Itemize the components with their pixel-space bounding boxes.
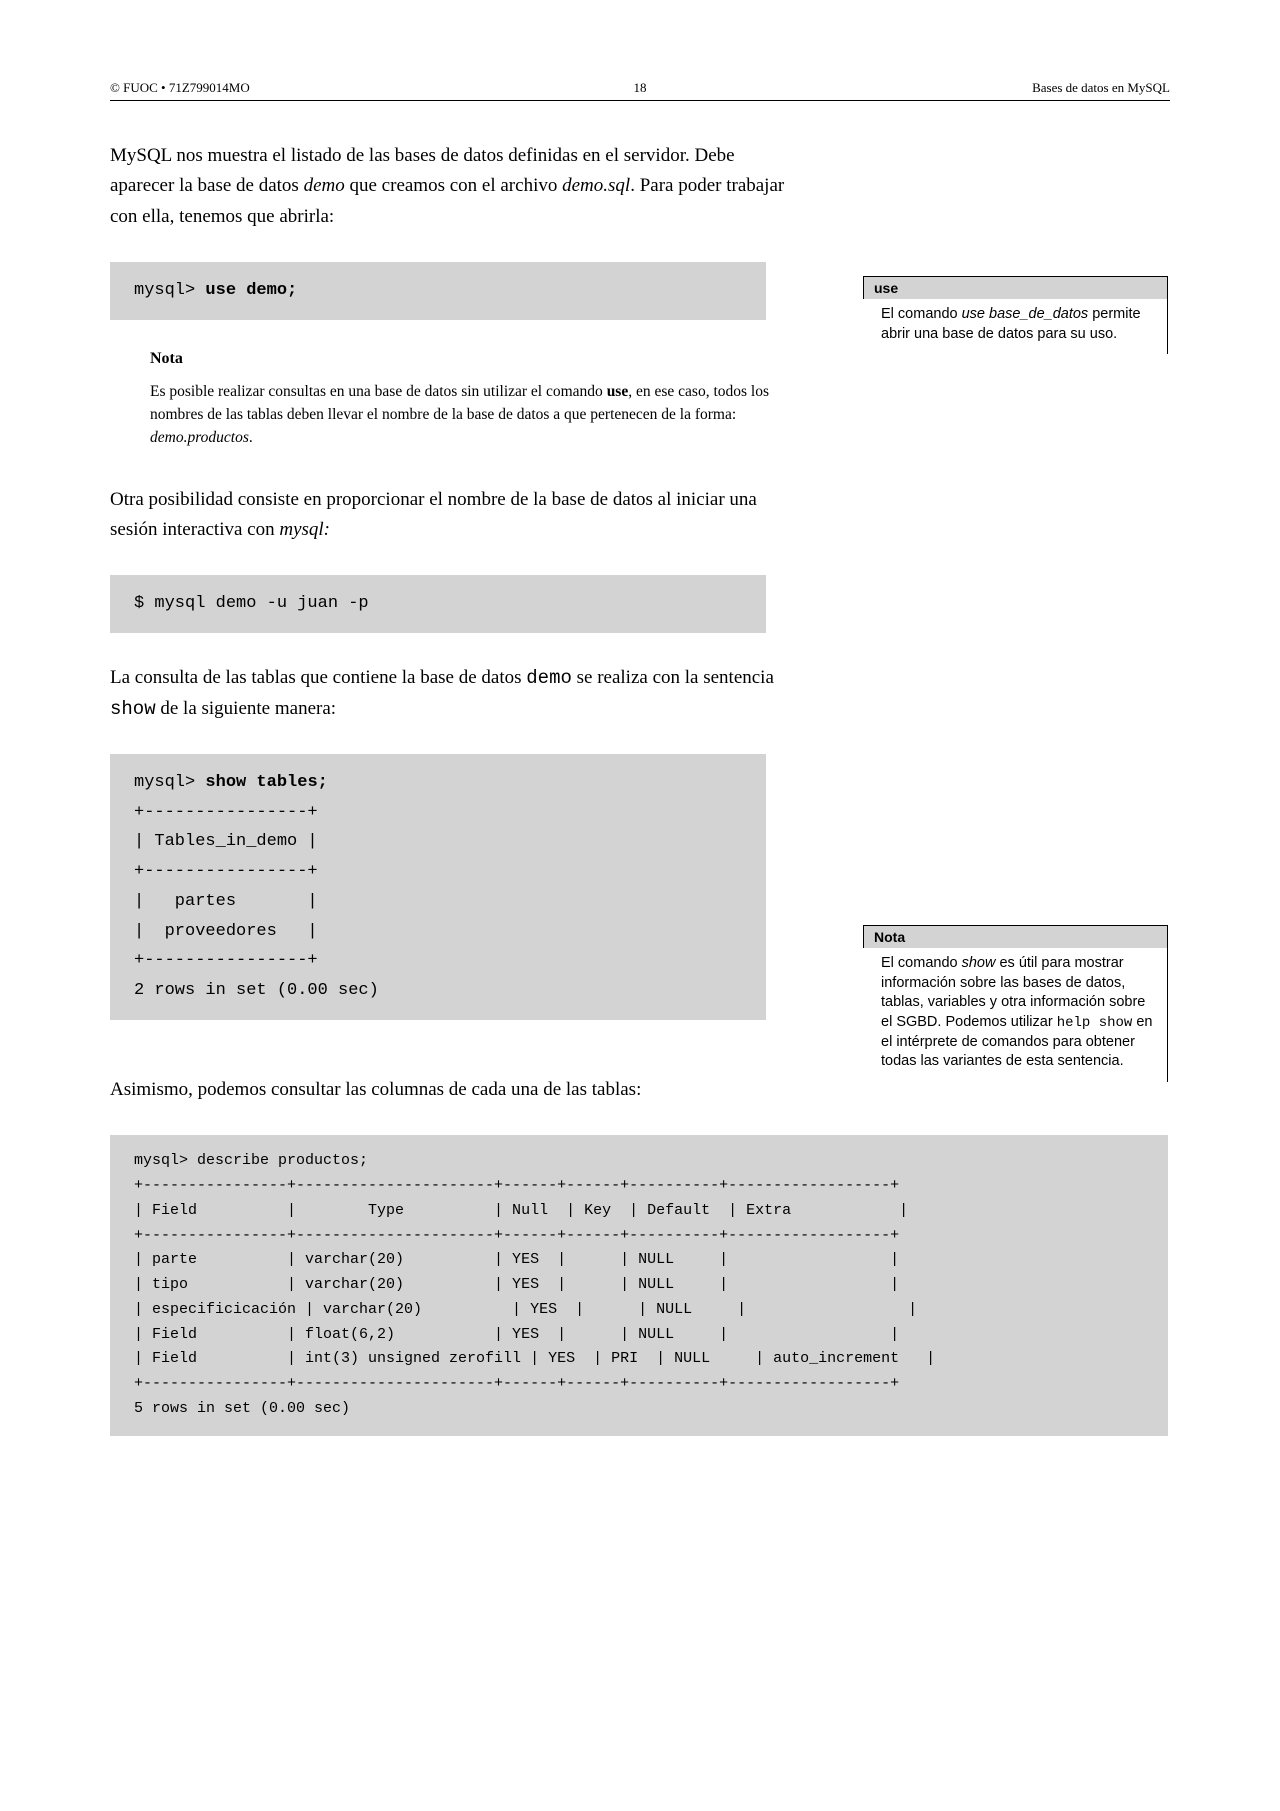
code-output: mysql> describe productos; +------------…: [134, 1152, 935, 1417]
side-note-use: use El comando use base_de_datos permite…: [863, 276, 1168, 354]
text-italic: show: [962, 955, 996, 971]
text-bold: use: [607, 383, 629, 400]
side-note-title: use: [863, 276, 1168, 299]
text: de la siguiente manera:: [156, 698, 336, 719]
code-output: +----------------+ | Tables_in_demo | +-…: [134, 803, 379, 1001]
header-page-number: 18: [634, 80, 647, 96]
text-mono: help show: [1057, 1015, 1133, 1031]
main-content: MySQL nos muestra el listado de las base…: [110, 141, 790, 1105]
text: que creamos con el archivo: [345, 175, 562, 196]
text: se realiza con la sentencia: [572, 667, 774, 688]
nota-block: Nota Es posible realizar consultas en un…: [110, 350, 790, 450]
text-italic: demo.productos: [150, 429, 249, 446]
text-mono: demo: [526, 667, 572, 689]
text: Otra posibilidad consiste en proporciona…: [110, 489, 757, 540]
code-block-describe-productos: mysql> describe productos; +------------…: [110, 1135, 1168, 1435]
text-italic: demo: [304, 175, 345, 196]
side-note-body: El comando use base_de_datos permite abr…: [863, 299, 1168, 354]
paragraph: La consulta de las tablas que contiene l…: [110, 663, 790, 724]
header-left: © FUOC • 71Z799014MO: [110, 80, 250, 96]
code-command: use demo;: [205, 281, 297, 300]
text-italic: demo.sql: [562, 175, 630, 196]
code-block-use-demo: mysql> use demo;: [110, 262, 766, 320]
page-header: © FUOC • 71Z799014MO 18 Bases de datos e…: [110, 80, 1170, 101]
text-mono: show: [110, 698, 156, 720]
paragraph: MySQL nos muestra el listado de las base…: [110, 141, 790, 232]
code-prompt: mysql>: [134, 281, 205, 300]
nota-text: Es posible realizar consultas en una bas…: [150, 380, 790, 450]
text: .: [249, 429, 253, 446]
text: La consulta de las tablas que contiene l…: [110, 667, 526, 688]
text: Es posible realizar consultas en una bas…: [150, 383, 607, 400]
paragraph: Asimismo, podemos consultar las columnas…: [110, 1075, 790, 1105]
paragraph: Otra posibilidad consiste en proporciona…: [110, 485, 790, 546]
side-note-title: Nota: [863, 925, 1168, 948]
code-line: $ mysql demo -u juan -p: [134, 594, 369, 613]
text: El comando: [881, 306, 962, 322]
side-note-nota: Nota El comando show es útil para mostra…: [863, 925, 1168, 1082]
nota-title: Nota: [150, 350, 790, 368]
code-prompt: mysql>: [134, 773, 205, 792]
header-right: Bases de datos en MySQL: [1032, 80, 1170, 96]
code-command: show tables;: [205, 773, 327, 792]
side-note-body: El comando show es útil para mostrar inf…: [863, 948, 1168, 1082]
text: Asimismo, podemos consultar las columnas…: [110, 1079, 641, 1100]
code-block-show-tables: mysql> show tables; +----------------+ |…: [110, 754, 766, 1020]
text-italic: use base_de_datos: [962, 306, 1089, 322]
code-block-mysql-login: $ mysql demo -u juan -p: [110, 575, 766, 633]
text: El comando: [881, 955, 962, 971]
text-italic: mysql:: [279, 519, 330, 540]
